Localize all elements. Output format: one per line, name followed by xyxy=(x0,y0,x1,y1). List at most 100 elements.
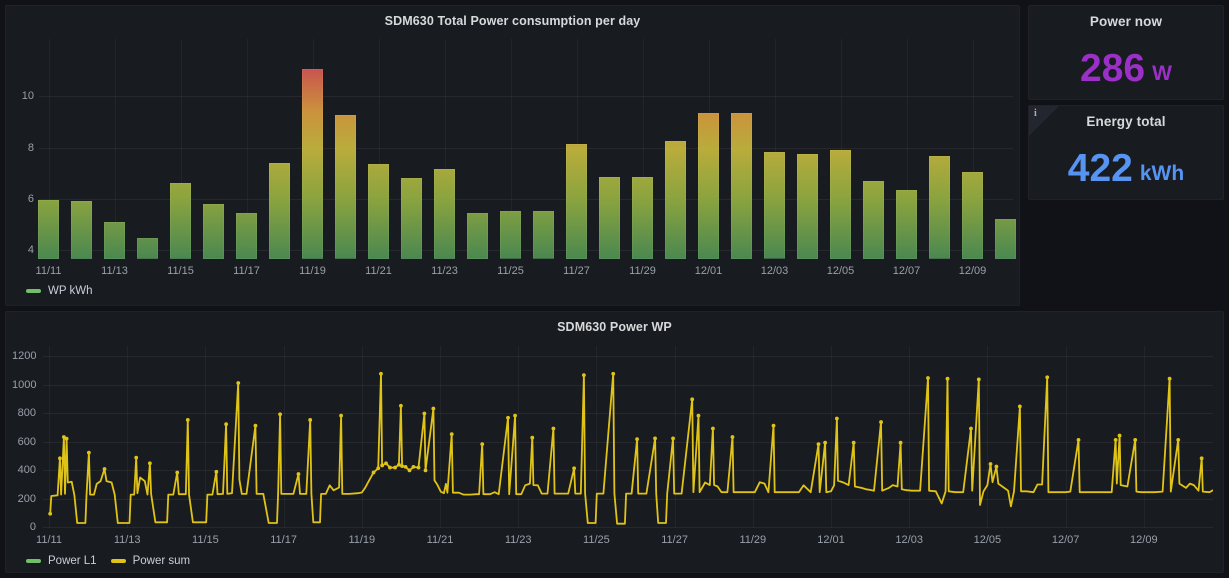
bar-12-06[interactable] xyxy=(863,180,884,259)
bar-chart-plot[interactable] xyxy=(38,39,1016,259)
gridline xyxy=(831,346,832,528)
legend-item-power-sum[interactable]: Power sum xyxy=(110,555,190,567)
gridline xyxy=(39,96,1013,98)
x-tick-label: 12/09 xyxy=(958,265,987,277)
gridline xyxy=(1143,346,1145,528)
bar-11-27[interactable] xyxy=(566,143,587,259)
gridline xyxy=(39,147,1013,149)
y-tick-label: 800 xyxy=(17,407,36,420)
x-tick-label: 11/21 xyxy=(365,265,392,277)
gridline xyxy=(49,346,50,528)
bar-12-05[interactable] xyxy=(830,149,851,259)
bar-12-01[interactable] xyxy=(698,112,719,259)
bar-11-19[interactable] xyxy=(302,69,323,259)
gridline xyxy=(246,39,248,259)
bar-chart-legend: WP kWh xyxy=(26,285,93,297)
bar-12-02[interactable] xyxy=(731,112,752,259)
x-tick-label: 11/13 xyxy=(113,534,141,546)
bar-12-09[interactable] xyxy=(962,171,983,259)
power-now-unit: W xyxy=(1152,61,1172,85)
gridline xyxy=(127,346,129,528)
x-tick-label: 12/07 xyxy=(1051,534,1080,546)
gridline xyxy=(840,39,842,259)
bar-11-12[interactable] xyxy=(71,201,92,259)
legend-swatch-icon xyxy=(26,289,41,293)
panel-title[interactable]: SDM630 Power WP xyxy=(557,320,672,334)
gridline xyxy=(43,527,1213,528)
x-tick-label: 12/05 xyxy=(973,534,1002,546)
energy-total-unit: kWh xyxy=(1139,161,1185,185)
bar-11-20[interactable] xyxy=(335,115,356,259)
x-tick-label: 11/11 xyxy=(36,534,62,546)
gridline xyxy=(906,39,908,259)
bar-11-17[interactable] xyxy=(236,212,257,259)
legend-item-wp-kwh[interactable]: WP kWh xyxy=(26,285,93,297)
power-now-number: 286 xyxy=(1080,47,1146,90)
bar-11-18[interactable] xyxy=(269,162,290,259)
y-tick-label: 1000 xyxy=(12,378,37,391)
bar-11-29[interactable] xyxy=(632,176,653,259)
bar-11-14[interactable] xyxy=(137,238,158,259)
y-tick-label: 200 xyxy=(17,492,36,505)
gridline xyxy=(114,39,116,259)
x-tick-label: 11/29 xyxy=(629,265,656,277)
y-tick-label: 6 xyxy=(27,192,34,205)
gridline xyxy=(642,39,644,259)
x-tick-label: 11/29 xyxy=(739,534,767,546)
x-tick-label: 12/01 xyxy=(817,534,845,546)
x-tick-label: 11/19 xyxy=(348,534,376,546)
x-tick-label: 11/25 xyxy=(497,265,524,277)
legend-item-power-l1[interactable]: Power L1 xyxy=(26,555,97,567)
y-tick-label: 600 xyxy=(17,435,36,448)
x-tick-label: 11/27 xyxy=(563,265,590,277)
x-tick-label: 12/05 xyxy=(826,265,855,277)
legend-swatch-icon xyxy=(26,559,41,563)
panel-title[interactable]: Power now xyxy=(1089,14,1163,29)
bar-11-13[interactable] xyxy=(104,221,125,259)
bar-12-04[interactable] xyxy=(797,153,818,259)
bar-11-30[interactable] xyxy=(665,140,686,259)
x-tick-label: 11/25 xyxy=(583,534,610,546)
x-tick-label: 12/03 xyxy=(895,534,923,546)
y-tick-label: 400 xyxy=(17,464,36,477)
bar-11-26[interactable] xyxy=(533,211,554,259)
bar-11-11[interactable] xyxy=(38,199,59,259)
x-tick-label: 11/11 xyxy=(35,265,62,277)
power-sum-line xyxy=(48,371,1213,525)
gridline xyxy=(283,346,285,528)
x-tick-label: 11/27 xyxy=(661,534,688,546)
bar-12-03[interactable] xyxy=(764,152,785,259)
stat-value-power-now: 286 W xyxy=(1029,38,1223,99)
x-tick-label: 11/15 xyxy=(167,265,194,277)
panel-title[interactable]: Energy total xyxy=(1086,114,1166,129)
y-tick-label: 0 xyxy=(29,521,36,533)
gridline xyxy=(43,356,1213,358)
gridline xyxy=(1065,346,1067,528)
x-tick-label: 11/23 xyxy=(431,265,458,277)
bar-11-25[interactable] xyxy=(500,211,521,259)
bar-11-24[interactable] xyxy=(467,212,488,259)
gridline xyxy=(378,39,380,259)
bar-11-22[interactable] xyxy=(401,178,422,259)
line-chart-legend: Power L1 Power sum xyxy=(26,555,190,567)
bar-11-28[interactable] xyxy=(599,176,620,259)
gridline xyxy=(43,384,1213,386)
line-chart-plot[interactable] xyxy=(43,346,1213,528)
bar-11-23[interactable] xyxy=(434,169,455,259)
bar-12-07[interactable] xyxy=(896,189,917,259)
y-tick-label: 10 xyxy=(21,90,34,103)
y-tick-label: 8 xyxy=(27,141,34,154)
bar-11-21[interactable] xyxy=(368,163,389,259)
bar-11-15[interactable] xyxy=(170,183,191,259)
bar-12-10[interactable] xyxy=(995,219,1016,259)
panel-title[interactable]: SDM630 Total Power consumption per day xyxy=(384,14,641,28)
info-corner[interactable]: i xyxy=(1029,106,1059,136)
gridline xyxy=(674,346,676,528)
bar-11-16[interactable] xyxy=(203,203,224,259)
bar-12-08[interactable] xyxy=(929,156,950,259)
gridline xyxy=(43,498,1213,500)
energy-total-number: 422 xyxy=(1067,147,1133,190)
legend-swatch-icon xyxy=(110,559,126,563)
panel-energy-total: i Energy total 422 kWh xyxy=(1028,105,1224,200)
x-tick-label: 11/17 xyxy=(270,534,297,546)
